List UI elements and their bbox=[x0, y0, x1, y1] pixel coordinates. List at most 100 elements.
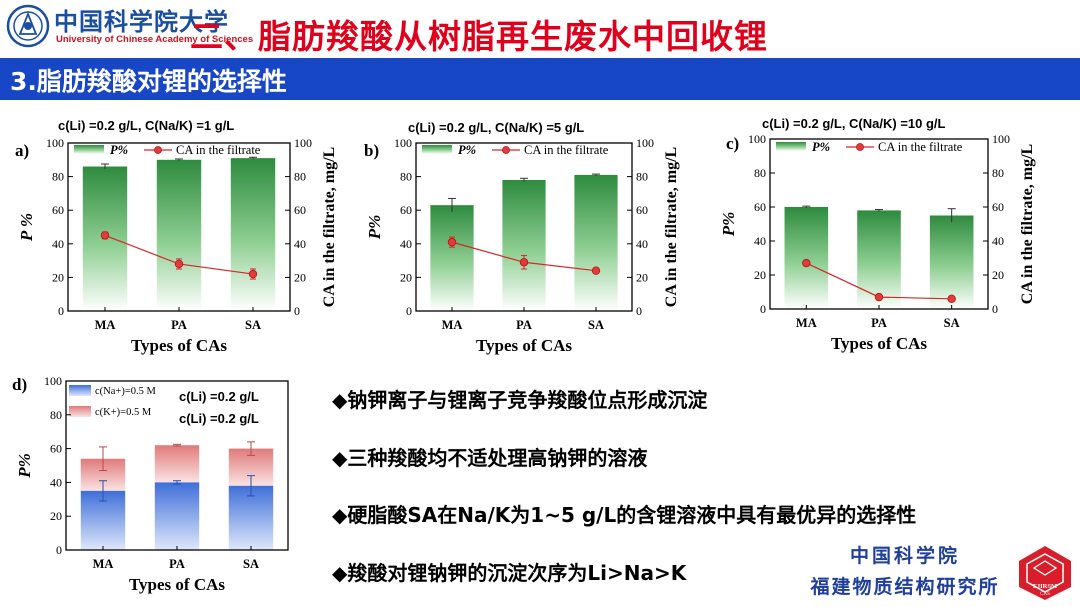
legend-label-p: P% bbox=[812, 140, 830, 154]
logo-chinese-name: 中国科学院大学 bbox=[54, 7, 229, 36]
y2-tick-label: 80 bbox=[636, 170, 648, 184]
y-tick-label: 0 bbox=[58, 304, 64, 318]
panel-d-condition-1: c(Li) =0.2 g/L bbox=[179, 389, 259, 404]
y2-axis-label: CA in the filtrate, mg/L bbox=[1019, 144, 1036, 304]
y2-tick-label: 40 bbox=[992, 234, 1004, 248]
bullet-3: ◆硬脂酸SA在Na/K为1~5 g/L的含锂溶液中具有最优异的选择性 bbox=[332, 503, 917, 527]
panel-label: a) bbox=[15, 141, 29, 160]
y2-tick-label: 40 bbox=[636, 237, 648, 251]
y2-tick-label: 80 bbox=[294, 170, 306, 184]
legend-swatch-p bbox=[422, 145, 452, 154]
y-tick-label: 40 bbox=[754, 234, 766, 248]
ucas-emblem-icon bbox=[6, 4, 50, 48]
y-tick-label: 80 bbox=[754, 166, 766, 180]
x-axis-label: Types of CAs bbox=[129, 575, 225, 594]
y2-tick-label: 60 bbox=[294, 203, 306, 217]
legend-label-p: P% bbox=[458, 143, 476, 157]
bar-k-MA bbox=[80, 458, 126, 491]
y2-tick-label: 0 bbox=[992, 302, 998, 316]
x-axis-label: Types of CAs bbox=[131, 336, 227, 355]
y-tick-label: 100 bbox=[46, 136, 64, 150]
y2-tick-label: 0 bbox=[636, 304, 642, 318]
y-tick-label: 60 bbox=[50, 442, 62, 456]
legend-label-ca: CA in the filtrate bbox=[524, 143, 609, 157]
bar-na-SA bbox=[228, 485, 274, 550]
y2-axis-label: CA in the filtrate, mg/L bbox=[663, 147, 680, 307]
y-tick-label: 60 bbox=[754, 200, 766, 214]
panel-a-condition: c(Li) =0.2 g/L, C(Na/K) =1 g/L bbox=[58, 118, 235, 133]
x-tick-label-MA: MA bbox=[796, 316, 817, 330]
ca-point-MA bbox=[802, 258, 811, 268]
bullet-4: ◆羧酸对锂钠钾的沉淀次序为Li>Na>K bbox=[332, 561, 687, 585]
x-tick-label-SA: SA bbox=[588, 318, 604, 332]
y2-tick-label: 100 bbox=[636, 136, 654, 150]
y2-tick-label: 20 bbox=[636, 270, 648, 284]
ca-filtrate-line bbox=[104, 234, 254, 275]
ca-filtrate-line bbox=[806, 262, 952, 300]
bar-na-MA bbox=[80, 490, 126, 550]
plot-frame bbox=[67, 142, 291, 312]
y-tick-label: 100 bbox=[748, 132, 766, 146]
chart-panel-1: a) P% CA in the filtrate 0 0 20 20 40 40 60 60 80 80… bbox=[15, 136, 338, 355]
institute-name: 中国科学院 福建物质结构研究所 bbox=[800, 541, 1010, 599]
y-tick-label: 20 bbox=[52, 270, 64, 284]
section-title: 3.脂肪羧酸对锂的选择性 bbox=[10, 67, 287, 96]
y-axis-label: P% bbox=[15, 453, 34, 479]
bar-k-PA bbox=[154, 445, 200, 483]
y-axis-label: P% bbox=[719, 212, 738, 238]
y2-tick-label: 40 bbox=[294, 237, 306, 251]
panel-label: d) bbox=[12, 375, 27, 394]
bar-p-MA bbox=[784, 207, 829, 309]
bar-k-SA bbox=[228, 448, 274, 486]
x-tick-label-MA: MA bbox=[442, 318, 463, 332]
x-tick-label-PA: PA bbox=[516, 318, 532, 332]
y-tick-label: 100 bbox=[44, 374, 62, 388]
y-tick-label: 80 bbox=[50, 408, 62, 422]
section-band: 3.脂肪羧酸对锂的选择性 bbox=[0, 58, 1080, 100]
legend-swatch-na bbox=[69, 385, 91, 396]
x-tick-label-PA: PA bbox=[871, 316, 887, 330]
bullet-1: ◆钠钾离子与锂离子竞争羧酸位点形成沉淀 bbox=[332, 388, 708, 412]
panel-d-condition-2: c(Li) =0.2 g/L bbox=[179, 411, 259, 426]
legend-label-ca: CA in the filtrate bbox=[878, 140, 963, 154]
y-tick-label: 20 bbox=[50, 509, 62, 523]
bar-p-PA bbox=[857, 210, 901, 309]
plot-frame bbox=[415, 142, 633, 312]
ca-point-PA bbox=[519, 258, 529, 267]
ca-point-SA bbox=[248, 269, 258, 279]
y2-tick-label: 80 bbox=[992, 166, 1004, 180]
x-tick-label-PA: PA bbox=[169, 557, 185, 571]
y-tick-label: 80 bbox=[52, 170, 64, 184]
logo-english-name: University of Chinese Academy of Science… bbox=[56, 34, 254, 45]
slide-title: 二、脂肪羧酸从树脂再生废水中回收锂 bbox=[190, 17, 768, 56]
bar-p-SA bbox=[929, 215, 974, 309]
y-tick-label: 0 bbox=[56, 543, 62, 557]
x-tick-label-SA: SA bbox=[245, 318, 261, 332]
chart-panel-4: d) c(Na+)=0.5 M c(K+)=0.5 M 0 20 40 60 80 100 MA P… bbox=[12, 374, 289, 594]
x-tick-label-PA: PA bbox=[171, 318, 187, 332]
chart-panel-2: b) P% CA in the filtrate 0 0 20 20 40 40 60 60 80 80… bbox=[364, 136, 680, 355]
y-tick-label: 20 bbox=[754, 268, 766, 282]
bar-na-PA bbox=[154, 482, 200, 550]
y-tick-label: 40 bbox=[400, 237, 412, 251]
y-tick-label: 0 bbox=[406, 304, 412, 318]
plot-frame bbox=[65, 380, 289, 551]
legend-point bbox=[502, 146, 510, 154]
y-tick-label: 40 bbox=[52, 237, 64, 251]
y2-axis-label: CA in the filtrate, mg/L bbox=[321, 147, 338, 307]
ca-point-PA bbox=[174, 259, 184, 269]
bar-p-PA bbox=[156, 159, 202, 311]
ca-point-PA bbox=[874, 292, 884, 302]
bar-p-PA bbox=[502, 179, 546, 311]
panel-b-condition: c(Li) =0.2 g/L, C(Na/K) =5 g/L bbox=[408, 120, 585, 135]
ca-filtrate-line bbox=[451, 241, 597, 272]
ca-point-MA bbox=[100, 231, 110, 240]
ca-point-MA bbox=[447, 237, 457, 247]
bar-p-MA bbox=[82, 166, 128, 311]
y-tick-label: 60 bbox=[400, 203, 412, 217]
y2-tick-label: 20 bbox=[294, 270, 306, 284]
y2-tick-label: 60 bbox=[636, 203, 648, 217]
legend-swatch-k bbox=[69, 406, 91, 417]
bullet-2: ◆三种羧酸均不适处理高钠钾的溶液 bbox=[332, 446, 648, 470]
bar-p-SA bbox=[574, 174, 618, 311]
